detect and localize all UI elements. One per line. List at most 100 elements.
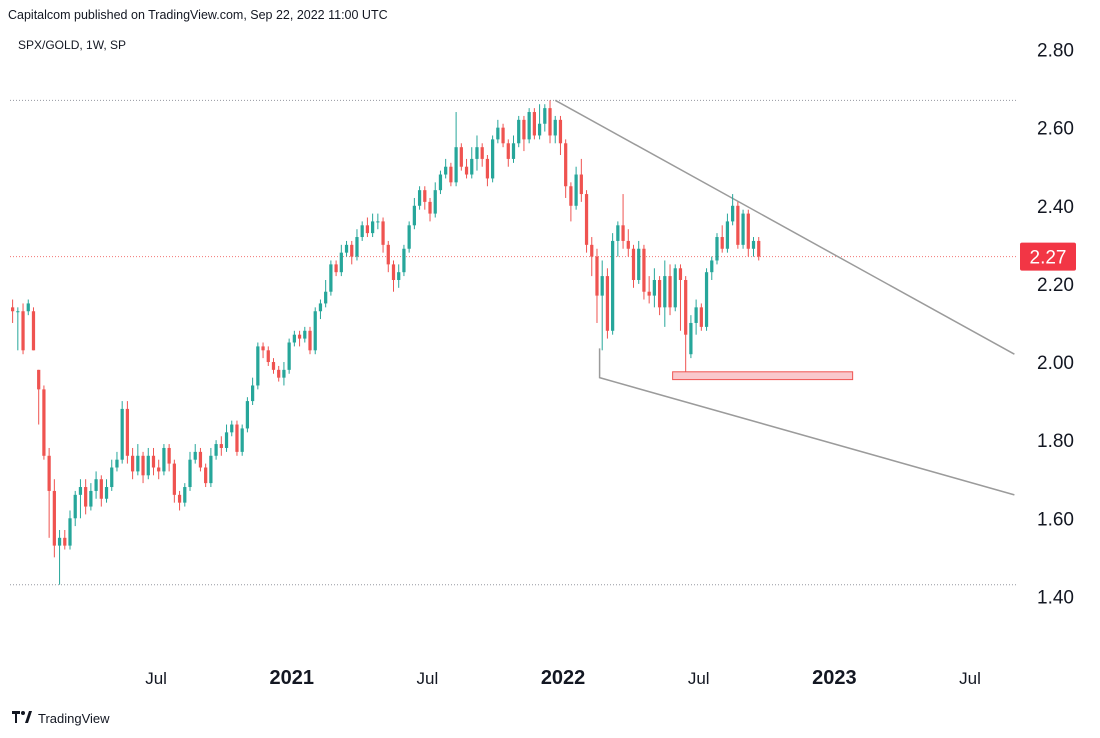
candle-body <box>715 237 719 261</box>
candle <box>52 479 56 558</box>
y-tick-label: 1.60 <box>1037 509 1074 530</box>
candle-body <box>470 158 474 175</box>
candle <box>371 213 375 238</box>
candle <box>402 244 406 277</box>
candle <box>710 256 714 280</box>
candle-body <box>657 280 662 308</box>
candle <box>417 186 422 210</box>
tradingview-brand[interactable]: TradingView <box>38 711 110 726</box>
candle-body <box>459 147 463 167</box>
candle-body <box>605 276 610 331</box>
x-tick-label: 2023 <box>812 667 857 689</box>
candle <box>574 166 578 210</box>
candle <box>590 237 594 277</box>
candle <box>548 100 552 144</box>
candle-body <box>371 221 375 234</box>
candle-body <box>303 330 307 339</box>
candle-body <box>120 408 124 460</box>
candle-body <box>177 494 182 503</box>
candle <box>736 201 740 249</box>
candle <box>517 115 521 148</box>
candle <box>376 213 380 230</box>
candle <box>31 307 36 351</box>
candle-body <box>595 256 599 296</box>
y-tick-label: 2.60 <box>1037 119 1074 140</box>
candle <box>694 299 698 335</box>
candle-body <box>313 311 317 351</box>
candle-body <box>725 221 730 249</box>
candle-body <box>99 479 103 499</box>
candle-body <box>172 463 176 495</box>
candle-body <box>501 127 505 144</box>
candle-body <box>334 264 338 273</box>
candle <box>423 186 427 210</box>
candle <box>391 260 396 292</box>
candle <box>297 330 302 347</box>
candle-body <box>63 537 67 546</box>
candle-body <box>741 213 745 245</box>
candle-body <box>376 221 380 223</box>
candle-body <box>757 240 761 257</box>
candle <box>324 280 328 308</box>
candle <box>157 459 161 480</box>
candle <box>569 182 573 222</box>
candle-body <box>84 487 88 507</box>
candle <box>183 483 187 507</box>
candle-body <box>454 147 458 183</box>
trendlines <box>554 99 1015 496</box>
candle <box>271 358 276 374</box>
candle-body <box>480 147 484 159</box>
candle <box>204 463 208 488</box>
candle-body <box>746 213 750 249</box>
candle <box>42 385 46 460</box>
candle <box>433 182 437 218</box>
price-axis: 2.80 2.60 2.40 2.20 2.00 1.80 1.60 1.40 <box>1037 41 1074 609</box>
candle-body <box>162 447 166 472</box>
candle-body <box>569 186 573 206</box>
candle-body <box>251 385 255 402</box>
candle <box>699 303 703 331</box>
candle <box>579 158 583 202</box>
candle <box>130 447 135 480</box>
candle-body <box>130 455 135 472</box>
time-axis: Jul 2021 Jul 2022 Jul 2023 Jul <box>145 667 981 689</box>
candle <box>564 139 568 198</box>
candle-body <box>256 346 260 386</box>
candle <box>10 299 15 323</box>
candle-body <box>647 291 651 296</box>
symbol-legend[interactable]: SPX/GOLD, 1W, SP <box>18 38 127 52</box>
candle <box>318 299 323 320</box>
x-tick-label: 2022 <box>541 667 586 689</box>
candle <box>251 377 255 405</box>
candle <box>151 447 156 476</box>
candle <box>611 233 615 335</box>
candle <box>386 240 390 273</box>
candle-body <box>699 307 703 327</box>
candle-body <box>21 311 25 351</box>
candle <box>731 194 735 226</box>
candle <box>616 221 620 257</box>
last-price-label: 2.27 <box>1030 248 1067 269</box>
candle-body <box>684 280 688 335</box>
y-tick-label: 1.80 <box>1037 431 1074 452</box>
x-tick-label: Jul <box>417 669 439 688</box>
candle-body <box>412 205 416 226</box>
x-tick-label: Jul <box>688 669 710 688</box>
candle <box>167 444 171 472</box>
candle-body <box>444 166 448 175</box>
candle-body <box>584 194 589 245</box>
candle <box>642 244 646 300</box>
candle-body <box>496 127 500 140</box>
candle <box>282 362 286 386</box>
candle <box>162 444 166 476</box>
candle-body <box>433 190 437 214</box>
candle-body <box>287 342 291 370</box>
candle <box>344 240 349 257</box>
candle-body <box>751 240 756 249</box>
candle <box>647 276 651 304</box>
y-tick-label: 2.40 <box>1037 197 1074 218</box>
candle-body <box>16 311 20 313</box>
support-zone <box>672 371 854 381</box>
tradingview-logo-icon[interactable] <box>12 711 34 726</box>
